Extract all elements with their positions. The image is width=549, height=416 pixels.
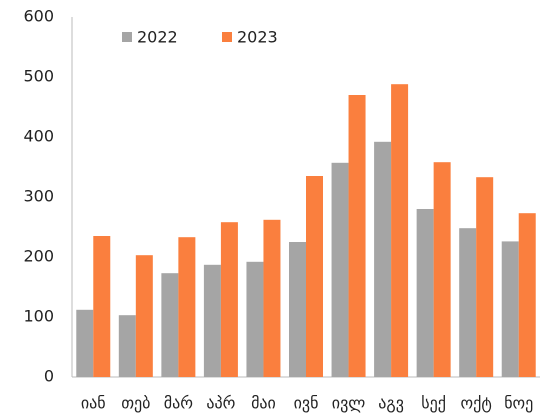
x-tick-label: აგვ [378, 394, 404, 413]
legend-label: 2022 [137, 28, 178, 47]
bar [93, 236, 111, 377]
bar [518, 213, 536, 377]
bar [76, 309, 94, 377]
bar [135, 255, 153, 377]
bar [220, 222, 238, 377]
x-tick-label: აპრ [206, 394, 235, 413]
y-tick-label: 400 [23, 127, 54, 146]
y-tick-label: 200 [23, 247, 54, 266]
bar [374, 141, 392, 377]
x-tick-label: ოქტ [461, 394, 492, 413]
x-tick-label: იან [81, 394, 106, 413]
bar [178, 237, 196, 377]
bar [501, 241, 519, 377]
bar [203, 264, 221, 377]
bar [246, 261, 264, 377]
x-tick-label: სექ [421, 394, 446, 413]
x-tick-label: ნოე [504, 394, 533, 413]
bar [459, 228, 477, 377]
x-tick-label: თებ [121, 394, 150, 413]
bar [289, 242, 306, 377]
y-tick-label: 100 [23, 307, 54, 326]
bar [433, 162, 451, 377]
bar [118, 315, 136, 377]
x-tick-label: ივლ [332, 394, 366, 413]
bar [391, 84, 409, 377]
bar [331, 162, 349, 377]
bar [263, 219, 281, 377]
bar [306, 176, 323, 377]
y-tick-label: 600 [23, 7, 54, 26]
legend-label: 2023 [237, 28, 278, 47]
bar [416, 209, 434, 377]
legend-swatch [122, 32, 132, 42]
x-tick-label: მარ [164, 394, 193, 413]
bar [348, 95, 366, 377]
bar [476, 177, 494, 377]
y-tick-label: 0 [44, 367, 54, 386]
legend-swatch [222, 32, 232, 42]
x-tick-label: მაი [251, 394, 276, 413]
bar [161, 273, 179, 377]
y-tick-label: 500 [23, 67, 54, 86]
y-tick-label: 300 [23, 187, 54, 206]
x-tick-label: ივნ [294, 394, 319, 413]
